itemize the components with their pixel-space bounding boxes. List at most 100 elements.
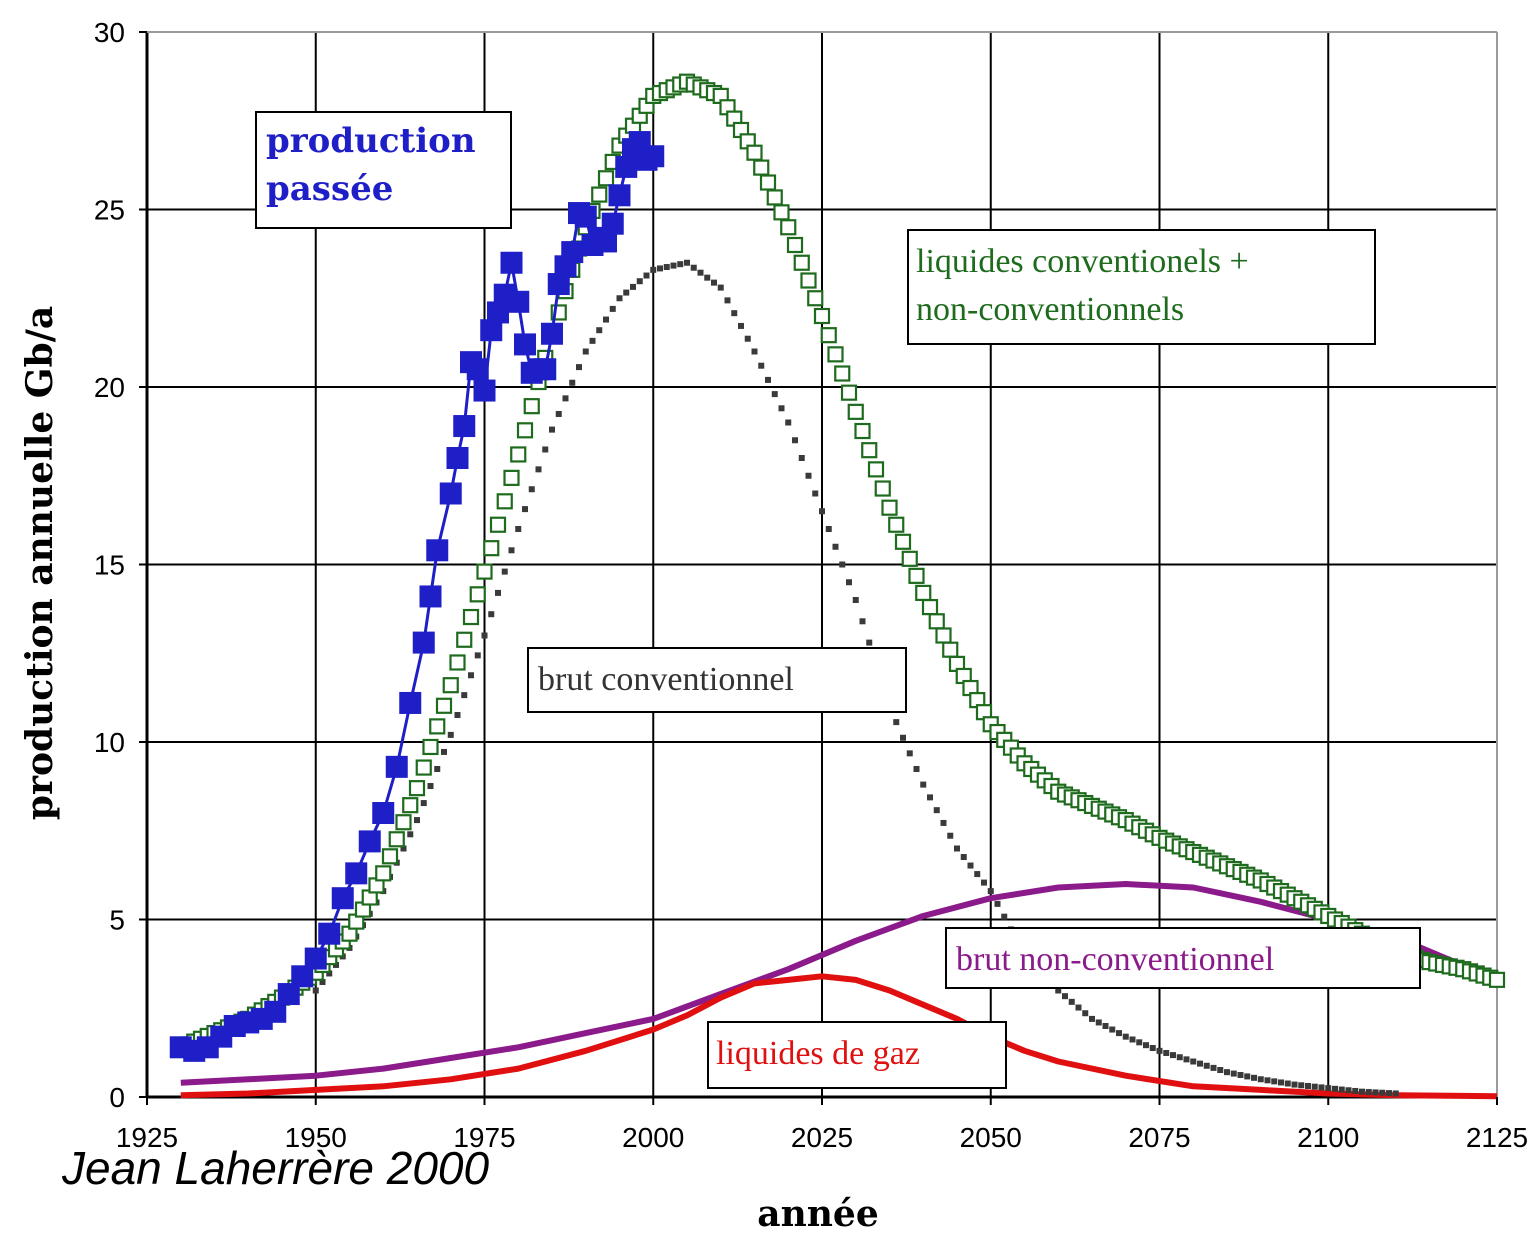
brut-point [1082, 1010, 1089, 1017]
total-point [597, 170, 615, 187]
brut-point [906, 750, 913, 757]
total-point [395, 814, 412, 831]
brut-point [1224, 1069, 1230, 1076]
production-point [541, 322, 563, 345]
brut-point [947, 832, 954, 839]
brut-point [981, 879, 987, 886]
brut-point [900, 734, 906, 741]
author-credit: Jean Laherrère 2000 [61, 1142, 490, 1194]
series-gaz [180, 973, 1498, 1100]
production-point [331, 887, 354, 910]
total-point [483, 540, 500, 557]
label-brut-text: brut conventionnel [538, 661, 794, 698]
production-point [507, 290, 530, 313]
brut-point [1062, 993, 1068, 1000]
brut-point [616, 295, 623, 302]
brut-point [1392, 1090, 1399, 1097]
brut-point [1237, 1071, 1244, 1078]
brut-point [589, 337, 596, 344]
total-point [780, 219, 797, 236]
total-point [867, 461, 885, 478]
brut-point [1365, 1089, 1372, 1096]
brut-point [1352, 1087, 1359, 1094]
brut-point [697, 269, 704, 276]
production-point [439, 482, 462, 505]
x-tick-label: 1975 [453, 1122, 515, 1153]
y-tick-label: 30 [94, 17, 125, 48]
label-production: production passée [255, 111, 512, 229]
brut-point [1163, 1049, 1170, 1056]
label-gaz: liquides de gaz [707, 1021, 1007, 1089]
brut-point [1197, 1060, 1203, 1067]
brut-point [420, 800, 427, 807]
brut-point [1089, 1015, 1095, 1022]
total-point [489, 516, 507, 533]
brut-point [1170, 1052, 1176, 1059]
brut-point [542, 446, 549, 453]
y-tick-label: 20 [94, 372, 125, 403]
total-point [861, 442, 878, 459]
brut-point [434, 765, 441, 772]
y-tick-label: 25 [94, 195, 125, 226]
brut-point [555, 410, 562, 417]
y-tick-label: 0 [109, 1082, 125, 1113]
total-point [921, 598, 939, 616]
brut-point [1001, 913, 1008, 920]
brut-point [1359, 1088, 1365, 1095]
production-point [358, 830, 381, 853]
brut-point [447, 731, 454, 738]
production-point [561, 241, 584, 264]
total-point [847, 403, 864, 420]
total-point [408, 780, 426, 797]
brut-point [427, 783, 434, 790]
brut-point [1210, 1064, 1217, 1071]
total-point [766, 189, 783, 206]
brut-point [495, 589, 501, 596]
brut-point [1136, 1039, 1143, 1046]
brut-point [441, 748, 447, 755]
production-point [487, 301, 509, 324]
brut-point [1311, 1083, 1318, 1090]
brut-point [1217, 1067, 1224, 1074]
brut-point [792, 437, 798, 444]
total-point [928, 613, 945, 630]
brut-point [454, 712, 461, 719]
x-tick-label: 1950 [285, 1122, 347, 1153]
y-tick-label: 10 [94, 727, 125, 758]
production-point [514, 333, 536, 356]
label-total-line2: non-conventionnels [916, 291, 1184, 328]
label-production-line1: production [266, 121, 476, 161]
production-point [574, 205, 597, 228]
production-point [608, 184, 631, 207]
production-point [453, 415, 476, 438]
production-point [277, 983, 300, 1006]
brut-point [461, 692, 468, 699]
brut-point [609, 305, 616, 312]
total-point [435, 697, 453, 714]
total-point [874, 480, 891, 497]
brut-point [893, 719, 900, 726]
total-point [854, 422, 871, 440]
production-point [615, 155, 638, 178]
brut-point [501, 568, 508, 575]
brut-point [920, 781, 927, 788]
total-point [591, 186, 608, 203]
total-point [1488, 971, 1506, 988]
total-point [942, 641, 959, 658]
total-point [375, 865, 392, 882]
brut-point [1257, 1076, 1264, 1083]
brut-point [1345, 1087, 1352, 1094]
brut-point [1230, 1070, 1237, 1077]
series-layer [169, 73, 1506, 1100]
x-tick-label: 2050 [960, 1122, 1022, 1153]
brut-point [1298, 1082, 1305, 1089]
total-point [786, 236, 804, 254]
total-point [402, 797, 419, 814]
brut-point [1156, 1047, 1163, 1054]
label-gaz-text: liquides de gaz [716, 1035, 920, 1072]
label-total-line1: liquides conventionels + [916, 243, 1249, 280]
brut-point [731, 310, 738, 317]
brut-point [704, 274, 711, 281]
total-point [813, 307, 831, 325]
brut-point [1264, 1077, 1271, 1084]
